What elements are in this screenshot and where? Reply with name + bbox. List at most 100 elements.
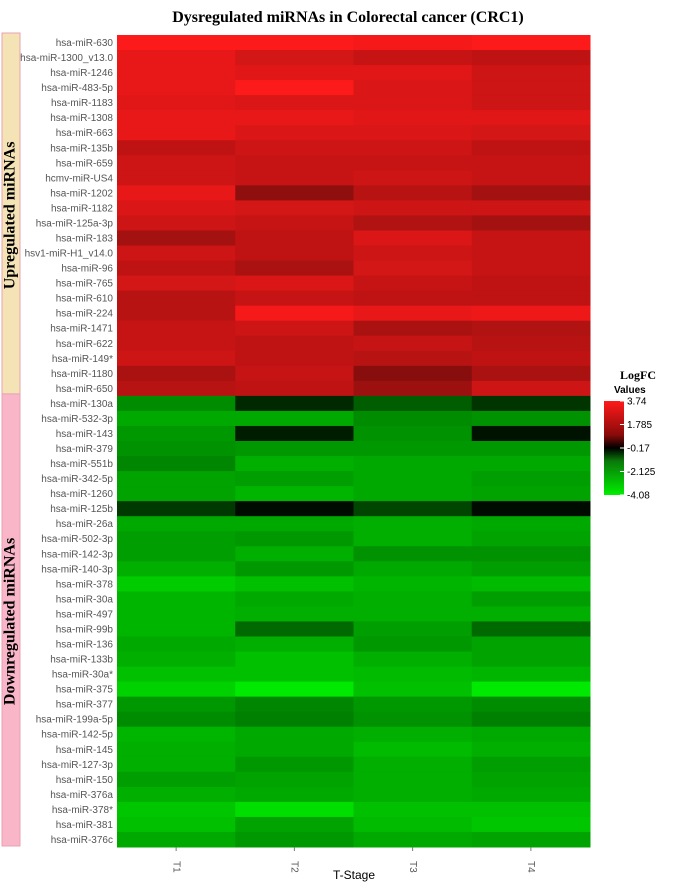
heatmap-cell	[471, 65, 591, 81]
row-label: hsa-miR-1308	[50, 113, 113, 124]
heatmap-cell	[117, 501, 236, 517]
row-labels: hsa-miR-630 hsa-miR-1300_v13.0 hsa-miR-124…	[20, 38, 113, 846]
row-label: hsa-miR-183	[56, 234, 114, 245]
heatmap-cell	[353, 95, 473, 111]
heatmap-cell	[117, 816, 236, 833]
heatmap-cell	[471, 786, 591, 803]
heatmap-cell	[353, 636, 473, 653]
row-label: hsa-miR-140-3p	[41, 564, 113, 575]
heatmap-cell	[353, 816, 473, 833]
heatmap-cell	[471, 621, 591, 637]
heatmap-cell	[235, 260, 354, 277]
row-label: hcmv-miR-US4	[45, 173, 113, 184]
heatmap-cell	[471, 35, 591, 51]
heatmap-cell	[117, 786, 236, 803]
heatmap-cell	[235, 666, 354, 683]
row-label: hsa-miR-1180	[51, 369, 113, 380]
row-label: hsa-miR-1183	[51, 98, 113, 109]
heatmap-cell	[353, 65, 473, 81]
heatmap-cell	[117, 606, 236, 622]
row-label: hsa-miR-551b	[50, 459, 113, 470]
heatmap-cell	[235, 305, 354, 322]
column-label: T1	[170, 861, 181, 873]
row-label: hsa-miR-765	[56, 279, 114, 290]
column-label: T2	[289, 861, 300, 873]
heatmap-cell	[353, 155, 473, 171]
heatmap-cell	[117, 275, 236, 292]
row-label: hsa-miR-376c	[51, 835, 113, 846]
heatmap-cell	[353, 486, 473, 502]
heatmap-cell	[117, 681, 236, 698]
heatmap-cell	[235, 681, 354, 698]
heatmap-cell	[117, 230, 236, 247]
row-label: hsa-miR-502-3p	[41, 534, 113, 545]
heatmap-cell	[117, 170, 236, 186]
heatmap-cell	[471, 711, 591, 728]
heatmap-cell	[471, 155, 591, 171]
row-label: hsa-miR-1300_v13.0	[20, 53, 113, 64]
heatmap-cell	[235, 651, 354, 668]
heatmap-cell	[353, 140, 473, 156]
row-label: hsa-miR-125a-3p	[36, 218, 114, 229]
heatmap-cell	[235, 95, 354, 111]
heatmap-cell	[353, 651, 473, 668]
heatmap-cell	[471, 486, 591, 502]
legend-title: LogFC	[620, 368, 656, 382]
heatmap-cell	[471, 576, 591, 592]
heatmap-cell	[117, 350, 236, 367]
heatmap-cell	[235, 320, 354, 337]
heatmap-cell	[471, 531, 591, 547]
heatmap-cell	[117, 636, 236, 653]
row-label: hsa-miR-26a	[56, 519, 114, 530]
row-label: hsa-miR-224	[56, 309, 114, 320]
row-label: hsa-miR-199a-5p	[36, 715, 114, 726]
heatmap-cell	[471, 801, 591, 818]
heatmap-cell	[353, 591, 473, 607]
heatmap-cell	[471, 636, 591, 653]
heatmap-cell	[353, 531, 473, 547]
heatmap-cell	[235, 441, 354, 457]
heatmap-cell	[353, 471, 473, 487]
row-label: hsa-miR-143	[56, 429, 114, 440]
heatmap-cell	[235, 170, 354, 186]
heatmap-cell	[471, 215, 591, 231]
row-label: hsa-miR-150	[56, 775, 114, 786]
heatmap-cell	[117, 471, 236, 487]
heatmap-cell	[235, 200, 354, 216]
heatmap-cell	[353, 711, 473, 728]
heatmap-cell	[353, 170, 473, 186]
heatmap-cell	[117, 80, 236, 96]
heatmap-cell	[235, 350, 354, 367]
heatmap-cell	[235, 335, 354, 352]
heatmap-cell	[235, 410, 354, 427]
heatmap-cell	[471, 501, 591, 517]
heatmap-cell	[117, 215, 236, 231]
heatmap-cell	[471, 425, 591, 442]
heatmap-cell	[117, 125, 236, 141]
heatmap-cell	[471, 380, 591, 397]
heatmap-cell	[471, 726, 591, 743]
heatmap-cell	[471, 110, 591, 126]
row-label: hsa-miR-136	[56, 640, 114, 651]
heatmap-cell	[353, 425, 473, 442]
heatmap-cell	[471, 305, 591, 322]
heatmap-cell	[117, 711, 236, 728]
heatmap-cell	[117, 260, 236, 277]
heatmap-cell	[235, 275, 354, 292]
heatmap-cell	[353, 576, 473, 592]
row-label: hsa-miR-30a	[56, 594, 114, 605]
column-label: T4	[525, 861, 536, 873]
heatmap-cell	[353, 410, 473, 427]
heatmap-cell	[353, 741, 473, 758]
row-label: hsa-miR-376a	[50, 790, 113, 801]
heatmap-cell	[117, 576, 236, 592]
heatmap-cell	[353, 365, 473, 382]
heatmap-cell	[235, 786, 354, 803]
heatmap-cell	[117, 621, 236, 637]
heatmap-cell	[117, 516, 236, 532]
heatmap-cell	[471, 456, 591, 472]
heatmap-cell	[235, 65, 354, 81]
heatmap-cell	[471, 516, 591, 532]
heatmap-cell	[235, 80, 354, 96]
